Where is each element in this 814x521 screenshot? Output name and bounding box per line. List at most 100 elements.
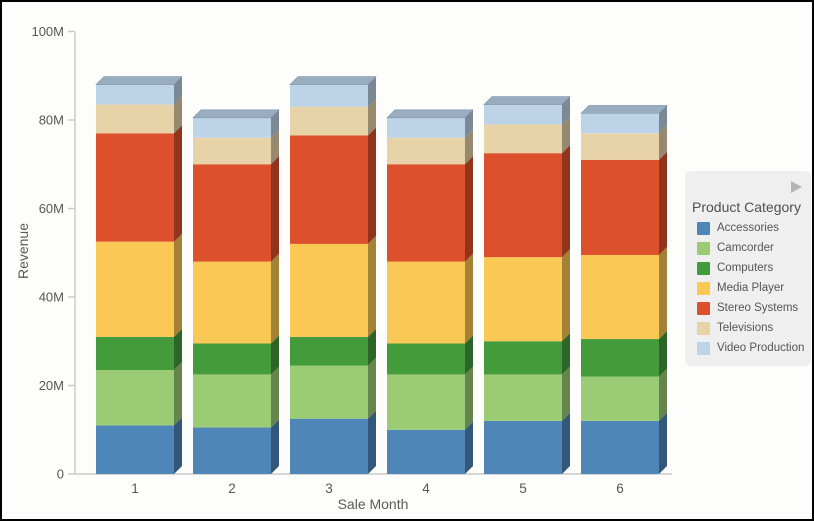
bar-segment-side: [271, 129, 279, 165]
bar-segment-camcorder[interactable]: [581, 376, 659, 421]
bar-segment-side: [465, 129, 473, 165]
bar-segment-side: [174, 125, 182, 242]
bar-segment-side: [659, 151, 667, 255]
bar-segment-televisions[interactable]: [581, 133, 659, 160]
y-tick-label: 40M: [39, 290, 64, 305]
legend-item-camcorder[interactable]: Camcorder: [685, 238, 811, 258]
bar-segment-accessories[interactable]: [581, 420, 659, 474]
bar-segment-computers[interactable]: [96, 336, 174, 371]
bar-segment-media-player[interactable]: [387, 261, 465, 344]
legend-item-label: Televisions: [717, 322, 774, 334]
bar-segment-side: [659, 246, 667, 340]
bar-segment-stereo-systems[interactable]: [581, 159, 659, 255]
bar-segment-video-production[interactable]: [581, 113, 659, 134]
legend-item-televisions[interactable]: Televisions: [685, 318, 811, 338]
bar-segment-accessories[interactable]: [290, 418, 368, 474]
bar-segment-televisions[interactable]: [96, 104, 174, 134]
bar-segment-video-production[interactable]: [96, 84, 174, 105]
bar-segment-media-player[interactable]: [290, 243, 368, 337]
legend-expander-icon[interactable]: [791, 181, 802, 193]
bar-segment-side: [562, 412, 570, 474]
y-tick-label: 0: [57, 467, 64, 482]
bar-segment-side: [174, 328, 182, 371]
legend-item-accessories[interactable]: Accessories: [685, 218, 811, 238]
bar-segment-side: [174, 417, 182, 474]
bar-segment-camcorder[interactable]: [193, 374, 271, 428]
bar-segment-video-production[interactable]: [387, 117, 465, 138]
bar-segment-video-production[interactable]: [193, 117, 271, 138]
bar-segment-televisions[interactable]: [290, 106, 368, 136]
bar-segment-side: [562, 333, 570, 375]
bar-month-3: [289, 76, 377, 474]
bar-month-5: [483, 96, 571, 474]
legend-title: Product Category: [692, 199, 801, 215]
bar-top-face: [386, 109, 474, 119]
bar-segment-accessories[interactable]: [193, 427, 271, 474]
bar-segment-side: [174, 362, 182, 426]
bar-segment-camcorder[interactable]: [96, 370, 174, 426]
bar-segment-camcorder[interactable]: [290, 365, 368, 419]
bar-segment-side: [465, 366, 473, 430]
bar-segment-side: [659, 331, 667, 377]
bar-segment-stereo-systems[interactable]: [193, 164, 271, 262]
bar-segment-side: [271, 156, 279, 262]
bar-segment-computers[interactable]: [581, 339, 659, 377]
legend-swatch-icon: [697, 261, 710, 275]
y-tick-label: 20M: [39, 378, 64, 393]
bar-segment-camcorder[interactable]: [387, 374, 465, 430]
legend-item-video-production[interactable]: Video Production: [685, 338, 811, 358]
bar-segment-accessories[interactable]: [387, 429, 465, 474]
x-tick-label: 4: [422, 481, 430, 496]
legend-item-list: Accessories Camcorder Computers Media Playe…: [685, 218, 811, 358]
y-tick-label: 60M: [39, 201, 64, 216]
bar-segment-side: [368, 235, 376, 337]
bar-segment-computers[interactable]: [387, 343, 465, 375]
legend-item-media-player[interactable]: Media Player: [685, 278, 811, 298]
bar-segment-side: [174, 96, 182, 134]
legend-swatch-icon: [697, 281, 710, 295]
y-axis-title: Revenue: [15, 222, 31, 280]
bar-segment-side: [659, 412, 667, 474]
bar-segment-side: [465, 335, 473, 375]
bar-segment-accessories[interactable]: [484, 420, 562, 474]
bar-month-4: [386, 109, 474, 474]
bar-segment-stereo-systems[interactable]: [96, 133, 174, 242]
bar-segment-side: [562, 366, 570, 421]
bar-segment-side: [271, 109, 279, 138]
legend-item-computers[interactable]: Computers: [685, 258, 811, 278]
x-tick-label: 2: [228, 481, 236, 496]
bar-segment-side: [659, 125, 667, 160]
legend-panel: Product Category Accessories Camcorder Com…: [685, 171, 811, 366]
bar-segment-computers[interactable]: [193, 343, 271, 375]
bar-segment-side: [368, 410, 376, 474]
bar-segment-side: [562, 96, 570, 125]
bar-segment-computers[interactable]: [484, 341, 562, 375]
bar-segment-stereo-systems[interactable]: [484, 153, 562, 258]
legend-item-stereo-systems[interactable]: Stereo Systems: [685, 298, 811, 318]
bar-segment-side: [271, 419, 279, 474]
bar-segment-televisions[interactable]: [193, 137, 271, 165]
bar-segment-side: [659, 105, 667, 134]
bar-segment-televisions[interactable]: [387, 137, 465, 165]
legend-item-label: Stereo Systems: [717, 302, 799, 314]
bar-segment-media-player[interactable]: [484, 257, 562, 342]
bar-segment-stereo-systems[interactable]: [387, 164, 465, 262]
bar-segment-video-production[interactable]: [290, 84, 368, 107]
bar-segment-media-player[interactable]: [581, 254, 659, 340]
bar-segment-camcorder[interactable]: [484, 374, 562, 421]
bar-segment-side: [271, 253, 279, 344]
bar-segment-computers[interactable]: [290, 336, 368, 366]
legend-swatch-icon: [697, 341, 710, 355]
bar-segment-video-production[interactable]: [484, 104, 562, 125]
bar-segment-stereo-systems[interactable]: [290, 135, 368, 244]
bar-segment-accessories[interactable]: [96, 425, 174, 474]
bar-segment-side: [368, 328, 376, 366]
bar-segment-media-player[interactable]: [193, 261, 271, 344]
legend-swatch-icon: [697, 301, 710, 315]
bar-segment-side: [465, 421, 473, 474]
bar-segment-televisions[interactable]: [484, 124, 562, 154]
legend-swatch-icon: [697, 221, 710, 235]
bar-segment-media-player[interactable]: [96, 241, 174, 337]
bar-segment-side: [174, 76, 182, 105]
